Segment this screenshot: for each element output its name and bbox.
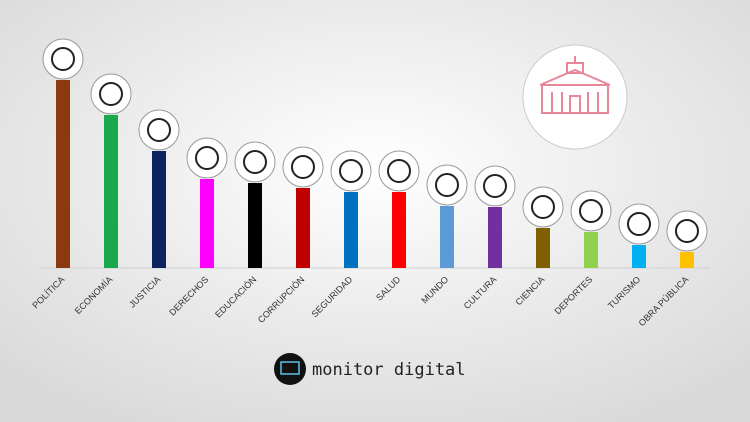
category-icon bbox=[474, 165, 516, 207]
category-icon bbox=[426, 164, 468, 206]
category-icon bbox=[234, 141, 276, 183]
category-icon-glyph bbox=[195, 146, 219, 170]
bar bbox=[440, 206, 454, 268]
brand: monitor digital bbox=[312, 360, 466, 380]
category-icon bbox=[522, 186, 564, 228]
category-icon-glyph bbox=[483, 174, 507, 198]
category-icon-glyph bbox=[627, 212, 651, 236]
bar bbox=[680, 252, 694, 268]
bar bbox=[56, 80, 70, 268]
category-icon bbox=[378, 150, 420, 192]
category-icon-glyph bbox=[51, 47, 75, 71]
category-icon bbox=[42, 38, 84, 80]
category-icon-glyph bbox=[99, 82, 123, 106]
category-icon-glyph bbox=[243, 150, 267, 174]
logo: monitor digital bbox=[274, 353, 466, 385]
category-icon-glyph bbox=[291, 155, 315, 179]
bar bbox=[248, 183, 262, 268]
category-icon bbox=[90, 73, 132, 115]
bar bbox=[200, 179, 214, 268]
category-icon bbox=[666, 210, 708, 252]
category-icon-glyph bbox=[579, 199, 603, 223]
building-badge bbox=[522, 44, 628, 150]
category-icon-glyph bbox=[387, 159, 411, 183]
bar bbox=[632, 245, 646, 268]
bar bbox=[488, 207, 502, 268]
bar bbox=[344, 192, 358, 268]
bar bbox=[152, 151, 166, 268]
category-icon bbox=[330, 150, 372, 192]
bar bbox=[296, 188, 310, 268]
bar bbox=[584, 232, 598, 268]
bar bbox=[392, 192, 406, 268]
category-icon bbox=[618, 203, 660, 245]
category-icon-glyph bbox=[531, 195, 555, 219]
category-icon-glyph bbox=[435, 173, 459, 197]
bar bbox=[104, 115, 118, 268]
category-icon bbox=[570, 190, 612, 232]
category-icon-glyph bbox=[675, 219, 699, 243]
category-icon-glyph bbox=[147, 118, 171, 142]
category-icon bbox=[186, 137, 228, 179]
bar bbox=[536, 228, 550, 268]
category-icon bbox=[138, 109, 180, 151]
category-icon bbox=[282, 146, 324, 188]
category-icon-glyph bbox=[339, 159, 363, 183]
